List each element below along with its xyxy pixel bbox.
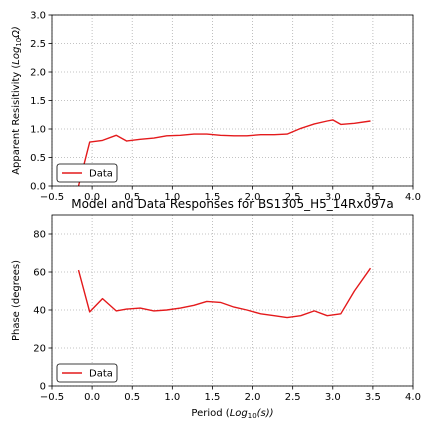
phase-y-tick-label: 40	[33, 306, 46, 317]
phase-series	[77, 267, 372, 319]
phase-x-tick-label: 1.0	[164, 392, 180, 403]
phase-y-tick-label: 0	[40, 382, 46, 393]
phase-x-tick-label: 3.5	[365, 392, 381, 403]
phase-x-tick-label: −0.5	[40, 392, 64, 403]
phase-y-axis-label: Phase (degrees)	[11, 260, 22, 341]
resistivity-y-tick-label: 0.5	[30, 153, 46, 164]
phase-y-tick-label: 20	[33, 344, 46, 355]
phase-x-ticks: −0.5 0.0 0.5 1.0 1.5 2.0 2.5 3.0 3.5 4.0	[40, 386, 421, 403]
resistivity-y-tick-label: 2.5	[30, 39, 46, 50]
phase-x-tick-label: 2.5	[285, 392, 301, 403]
resistivity-x-tick-label: 2.5	[285, 192, 301, 203]
phase-x-tick-label: 0.5	[124, 392, 140, 403]
resistivity-y-tick-label: 0.0	[30, 182, 46, 193]
resistivity-y-ticks: 0.0 0.5 1.0 1.5 2.0 2.5 3.0	[30, 11, 52, 193]
phase-x-tick-label: 1.5	[204, 392, 220, 403]
resistivity-x-tick-label: 3.0	[325, 192, 341, 203]
phase-data-line	[77, 267, 372, 319]
resistivity-y-tick-label: 1.0	[30, 125, 46, 136]
phase-y-tick-label: 60	[33, 268, 46, 279]
resistivity-panel: −0.5 0.0 0.5 1.0 1.5 2.0 2.5 3.0 3.5 4.0 0.00.51.…	[11, 11, 421, 204]
phase-legend-label: Data	[89, 369, 113, 380]
resistivity-legend: Data	[56, 163, 118, 183]
resistivity-legend-label: Data	[89, 169, 113, 180]
resistivity-y-tick-label: 3.0	[30, 11, 46, 22]
resistivity-y-tick-label: 2.0	[30, 68, 46, 79]
resistivity-x-tick-label: 4.0	[405, 192, 421, 203]
phase-y-tick-label: 80	[33, 230, 46, 241]
resistivity-x-tick-label: 2.0	[245, 192, 261, 203]
resistivity-y-axis-label: Apparent Resisitivity (Log10Ω)	[11, 26, 23, 175]
resistivity-x-tick-label: 3.5	[365, 192, 381, 203]
phase-legend: Data	[56, 363, 118, 383]
phase-x-tick-label: 0.0	[84, 392, 100, 403]
resistivity-data-line	[77, 119, 371, 186]
phase-legend-box	[56, 363, 118, 383]
resistivity-legend-box	[56, 163, 118, 183]
phase-y-ticks: 0 20 40 60 80	[33, 230, 52, 393]
resistivity-x-tick-label: 1.0	[164, 192, 180, 203]
resistivity-x-tick-label: 1.5	[204, 192, 220, 203]
phase-x-tick-label: 2.0	[245, 392, 261, 403]
phase-chart-title: Model and Data Responses for BS1305_H5_1…	[71, 197, 394, 211]
phase-axes-frame	[51, 214, 414, 387]
phase-x-tick-label: 4.0	[405, 392, 421, 403]
resistivity-series	[77, 119, 371, 186]
resistivity-x-tick-label: −0.5	[40, 192, 64, 203]
resistivity-x-tick-label: 0.0	[84, 192, 100, 203]
phase-x-axis-label: Period (Log10(s))	[191, 408, 273, 420]
phase-x-tick-label: 3.0	[325, 392, 341, 403]
resistivity-y-tick-label: 1.5	[30, 96, 46, 107]
resistivity-x-ticks: −0.5 0.0 0.5 1.0 1.5 2.0 2.5 3.0 3.5 4.0	[40, 186, 421, 203]
phase-panel: Model and Data Responses for BS1305_H5_1…	[11, 197, 421, 420]
resistivity-x-tick-label: 0.5	[124, 192, 140, 203]
